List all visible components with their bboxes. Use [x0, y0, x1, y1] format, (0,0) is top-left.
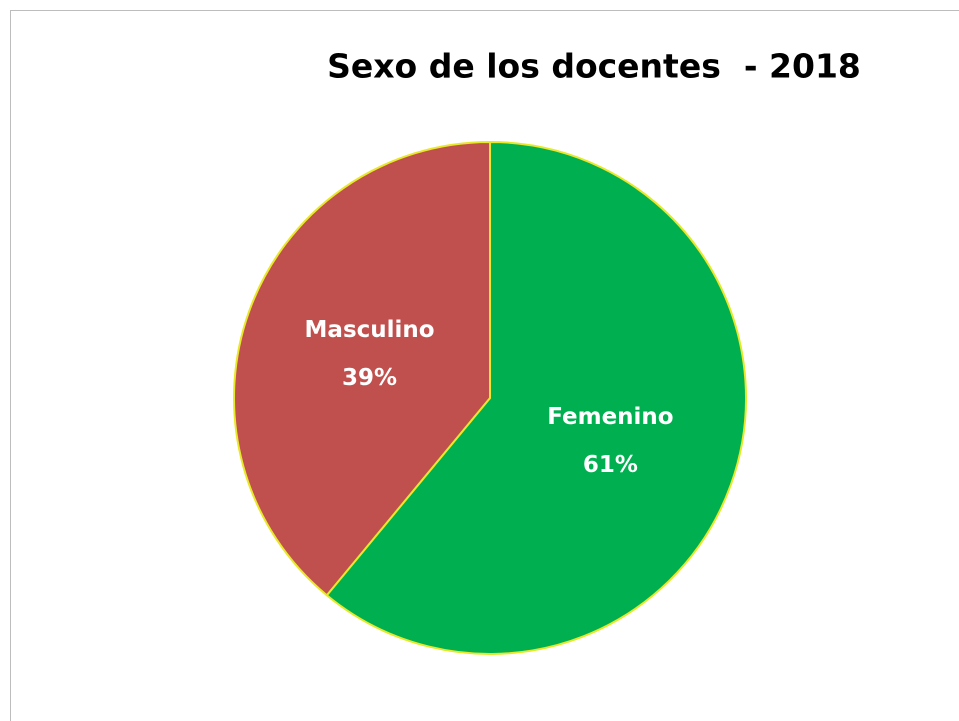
slice-value-label: 61% — [583, 452, 638, 478]
pie-slice — [233, 140, 491, 597]
chart-title: Sexo de los docentes - 2018 — [327, 47, 861, 86]
pie-slice — [325, 140, 747, 655]
slice-value-label: 39% — [342, 365, 397, 391]
slice-category-label: Masculino — [305, 317, 435, 343]
slice-category-label: Femenino — [547, 404, 673, 430]
